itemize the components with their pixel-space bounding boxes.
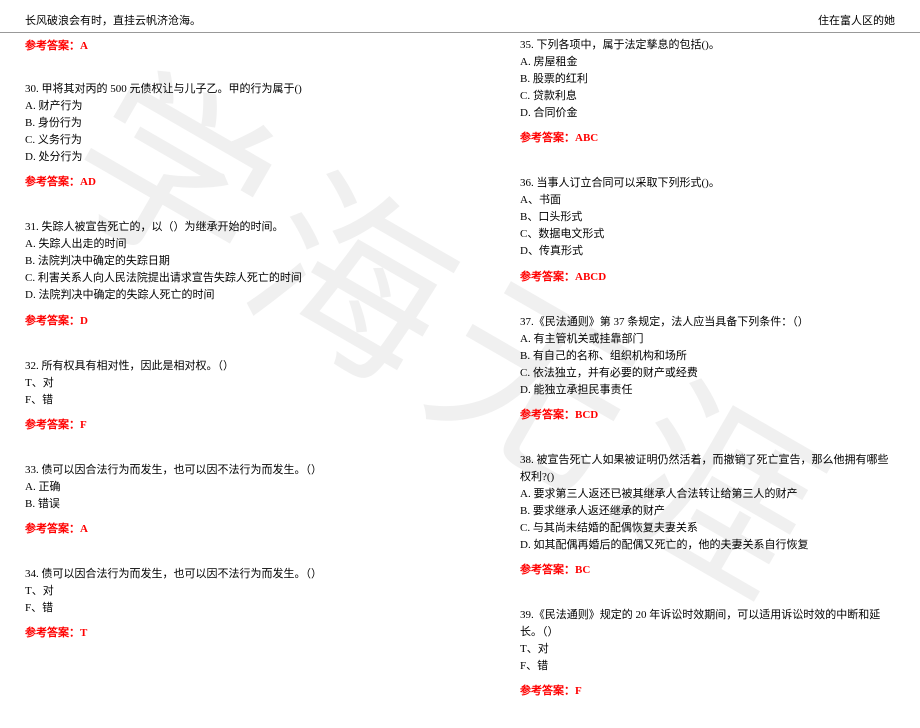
question-stem: 39.《民法通则》规定的 20 年诉讼时效期间，可以适用诉讼时效的中断和延长。（…	[520, 607, 895, 641]
content-area: 参考答案：A 30. 甲将其对丙的 500 元债权让与儿子乙。甲的行为属于() …	[0, 33, 920, 728]
question-option: C. 与其尚未结婚的配偶恢复夫妻关系	[520, 520, 895, 537]
header-left: 长风破浪会有时，直挂云帆济沧海。	[25, 12, 201, 28]
question-block: 36. 当事人订立合同可以采取下列形式()。 A、书面 B、口头形式 C、数据电…	[520, 175, 895, 285]
question-option: D. 如其配偶再婚后的配偶又死亡的，他的夫妻关系自行恢复	[520, 537, 895, 554]
question-option: A. 财产行为	[25, 98, 420, 115]
question-option: A. 房屋租金	[520, 54, 895, 71]
question-stem: 34. 债可以因合法行为而发生，也可以因不法行为而发生。（）	[25, 566, 420, 583]
answer-text: 参考答案：BC	[520, 562, 895, 579]
question-option: A. 失踪人出走的时间	[25, 236, 420, 253]
question-option: B. 法院判决中确定的失踪日期	[25, 253, 420, 270]
left-column: 参考答案：A 30. 甲将其对丙的 500 元债权让与儿子乙。甲的行为属于() …	[25, 37, 460, 728]
question-stem: 33. 债可以因合法行为而发生，也可以因不法行为而发生。（）	[25, 462, 420, 479]
question-block: 30. 甲将其对丙的 500 元债权让与儿子乙。甲的行为属于() A. 财产行为…	[25, 81, 420, 191]
answer-text: 参考答案：T	[25, 625, 420, 642]
question-option: T、对	[25, 375, 420, 392]
question-option: B. 身份行为	[25, 115, 420, 132]
question-option: B. 错误	[25, 496, 420, 513]
question-option: B、口头形式	[520, 209, 895, 226]
question-block: 39.《民法通则》规定的 20 年诉讼时效期间，可以适用诉讼时效的中断和延长。（…	[520, 607, 895, 700]
question-stem: 36. 当事人订立合同可以采取下列形式()。	[520, 175, 895, 192]
question-block: 35. 下列各项中，属于法定孳息的包括()。 A. 房屋租金 B. 股票的红利 …	[520, 37, 895, 147]
question-option: F、错	[25, 392, 420, 409]
header-right: 住在富人区的她	[818, 12, 895, 28]
question-block: 32. 所有权具有相对性，因此是相对权。（） T、对 F、错 参考答案：F	[25, 358, 420, 434]
question-option: C. 利害关系人向人民法院提出请求宣告失踪人死亡的时间	[25, 270, 420, 287]
question-option: A、书面	[520, 192, 895, 209]
answer-text: 参考答案：BCD	[520, 407, 895, 424]
question-option: F、错	[520, 658, 895, 675]
question-option: D. 能独立承担民事责任	[520, 382, 895, 399]
question-option: B. 股票的红利	[520, 71, 895, 88]
question-block: 37.《民法通则》第 37 条规定，法人应当具备下列条件：（） A. 有主管机关…	[520, 314, 895, 424]
question-stem: 35. 下列各项中，属于法定孳息的包括()。	[520, 37, 895, 54]
question-stem: 31. 失踪人被宣告死亡的，以（）为继承开始的时间。	[25, 219, 420, 236]
question-option: A. 正确	[25, 479, 420, 496]
question-block: 33. 债可以因合法行为而发生，也可以因不法行为而发生。（） A. 正确 B. …	[25, 462, 420, 538]
question-stem: 38. 被宣告死亡人如果被证明仍然活着，而撤销了死亡宣告，那么他拥有哪些权利?(…	[520, 452, 895, 486]
answer-text: 参考答案：AD	[25, 174, 420, 191]
answer-text: 参考答案：A	[25, 521, 420, 538]
question-option: C. 贷款利息	[520, 88, 895, 105]
question-stem: 32. 所有权具有相对性，因此是相对权。（）	[25, 358, 420, 375]
question-option: T、对	[25, 583, 420, 600]
answer-text: 参考答案：A	[25, 37, 420, 53]
question-option: C. 依法独立，并有必要的财产或经费	[520, 365, 895, 382]
right-column: 35. 下列各项中，属于法定孳息的包括()。 A. 房屋租金 B. 股票的红利 …	[460, 37, 895, 728]
question-option: T、对	[520, 641, 895, 658]
question-option: B. 有自己的名称、组织机构和场所	[520, 348, 895, 365]
page-header: 长风破浪会有时，直挂云帆济沧海。 住在富人区的她	[0, 0, 920, 33]
question-option: D. 处分行为	[25, 149, 420, 166]
question-block: 34. 债可以因合法行为而发生，也可以因不法行为而发生。（） T、对 F、错 参…	[25, 566, 420, 642]
page-container: 长风破浪会有时，直挂云帆济沧海。 住在富人区的她 参考答案：A 30. 甲将其对…	[0, 0, 920, 728]
question-option: A. 要求第三人返还已被其继承人合法转让给第三人的财产	[520, 486, 895, 503]
question-option: D、传真形式	[520, 243, 895, 260]
question-option: D. 法院判决中确定的失踪人死亡的时间	[25, 287, 420, 304]
question-block: 31. 失踪人被宣告死亡的，以（）为继承开始的时间。 A. 失踪人出走的时间 B…	[25, 219, 420, 329]
answer-text: 参考答案：F	[520, 683, 895, 700]
question-option: A. 有主管机关或挂靠部门	[520, 331, 895, 348]
question-option: C. 义务行为	[25, 132, 420, 149]
answer-text: 参考答案：ABCD	[520, 269, 895, 286]
question-option: D. 合同价金	[520, 105, 895, 122]
answer-text: 参考答案：F	[25, 417, 420, 434]
question-stem: 37.《民法通则》第 37 条规定，法人应当具备下列条件：（）	[520, 314, 895, 331]
question-option: B. 要求继承人返还继承的财产	[520, 503, 895, 520]
question-option: F、错	[25, 600, 420, 617]
question-block: 38. 被宣告死亡人如果被证明仍然活着，而撤销了死亡宣告，那么他拥有哪些权利?(…	[520, 452, 895, 579]
answer-text: 参考答案：D	[25, 313, 420, 330]
answer-text: 参考答案：ABC	[520, 130, 895, 147]
question-option: C、数据电文形式	[520, 226, 895, 243]
question-stem: 30. 甲将其对丙的 500 元债权让与儿子乙。甲的行为属于()	[25, 81, 420, 98]
